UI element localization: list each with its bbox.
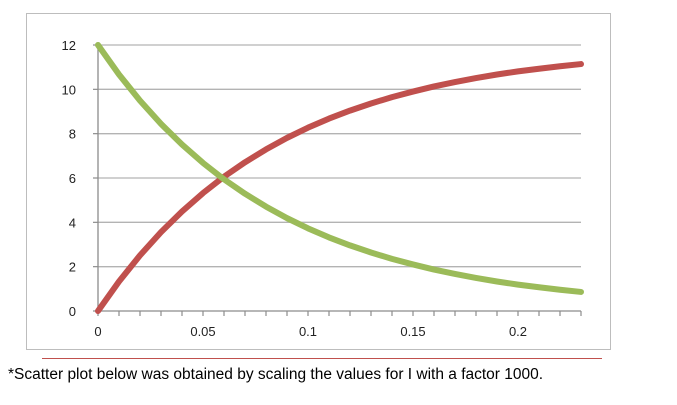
y-tick-label: 4	[69, 215, 76, 230]
gridlines	[98, 44, 581, 268]
y-tick-label: 0	[69, 304, 76, 319]
tick-labels: 0 2 4 6 8 10 12 0 0.05 0.1 0.15 0.2	[62, 38, 528, 339]
series-line-2	[95, 42, 584, 295]
x-tick-label: 0.05	[190, 324, 215, 339]
x-tick-label: 0.2	[509, 324, 527, 339]
separator-rule	[42, 358, 602, 359]
y-tick-label: 12	[62, 38, 76, 53]
footnote-text: *Scatter plot below was obtained by scal…	[8, 366, 544, 383]
y-tick-label: 2	[69, 260, 76, 275]
x-tick-label: 0	[94, 324, 101, 339]
x-tick-label: 0.15	[400, 324, 425, 339]
chart-frame: 0 2 4 6 8 10 12 0 0.05 0.1 0.15 0.2	[26, 13, 611, 350]
y-tick-label: 8	[69, 127, 76, 142]
series-line-1	[95, 61, 584, 314]
y-tick-label: 10	[62, 82, 76, 97]
series-lines	[95, 42, 584, 314]
line-chart: 0 2 4 6 8 10 12 0 0.05 0.1 0.15 0.2	[62, 38, 584, 339]
x-tick-label: 0.1	[299, 324, 317, 339]
axes	[93, 44, 582, 316]
y-tick-label: 6	[69, 171, 76, 186]
